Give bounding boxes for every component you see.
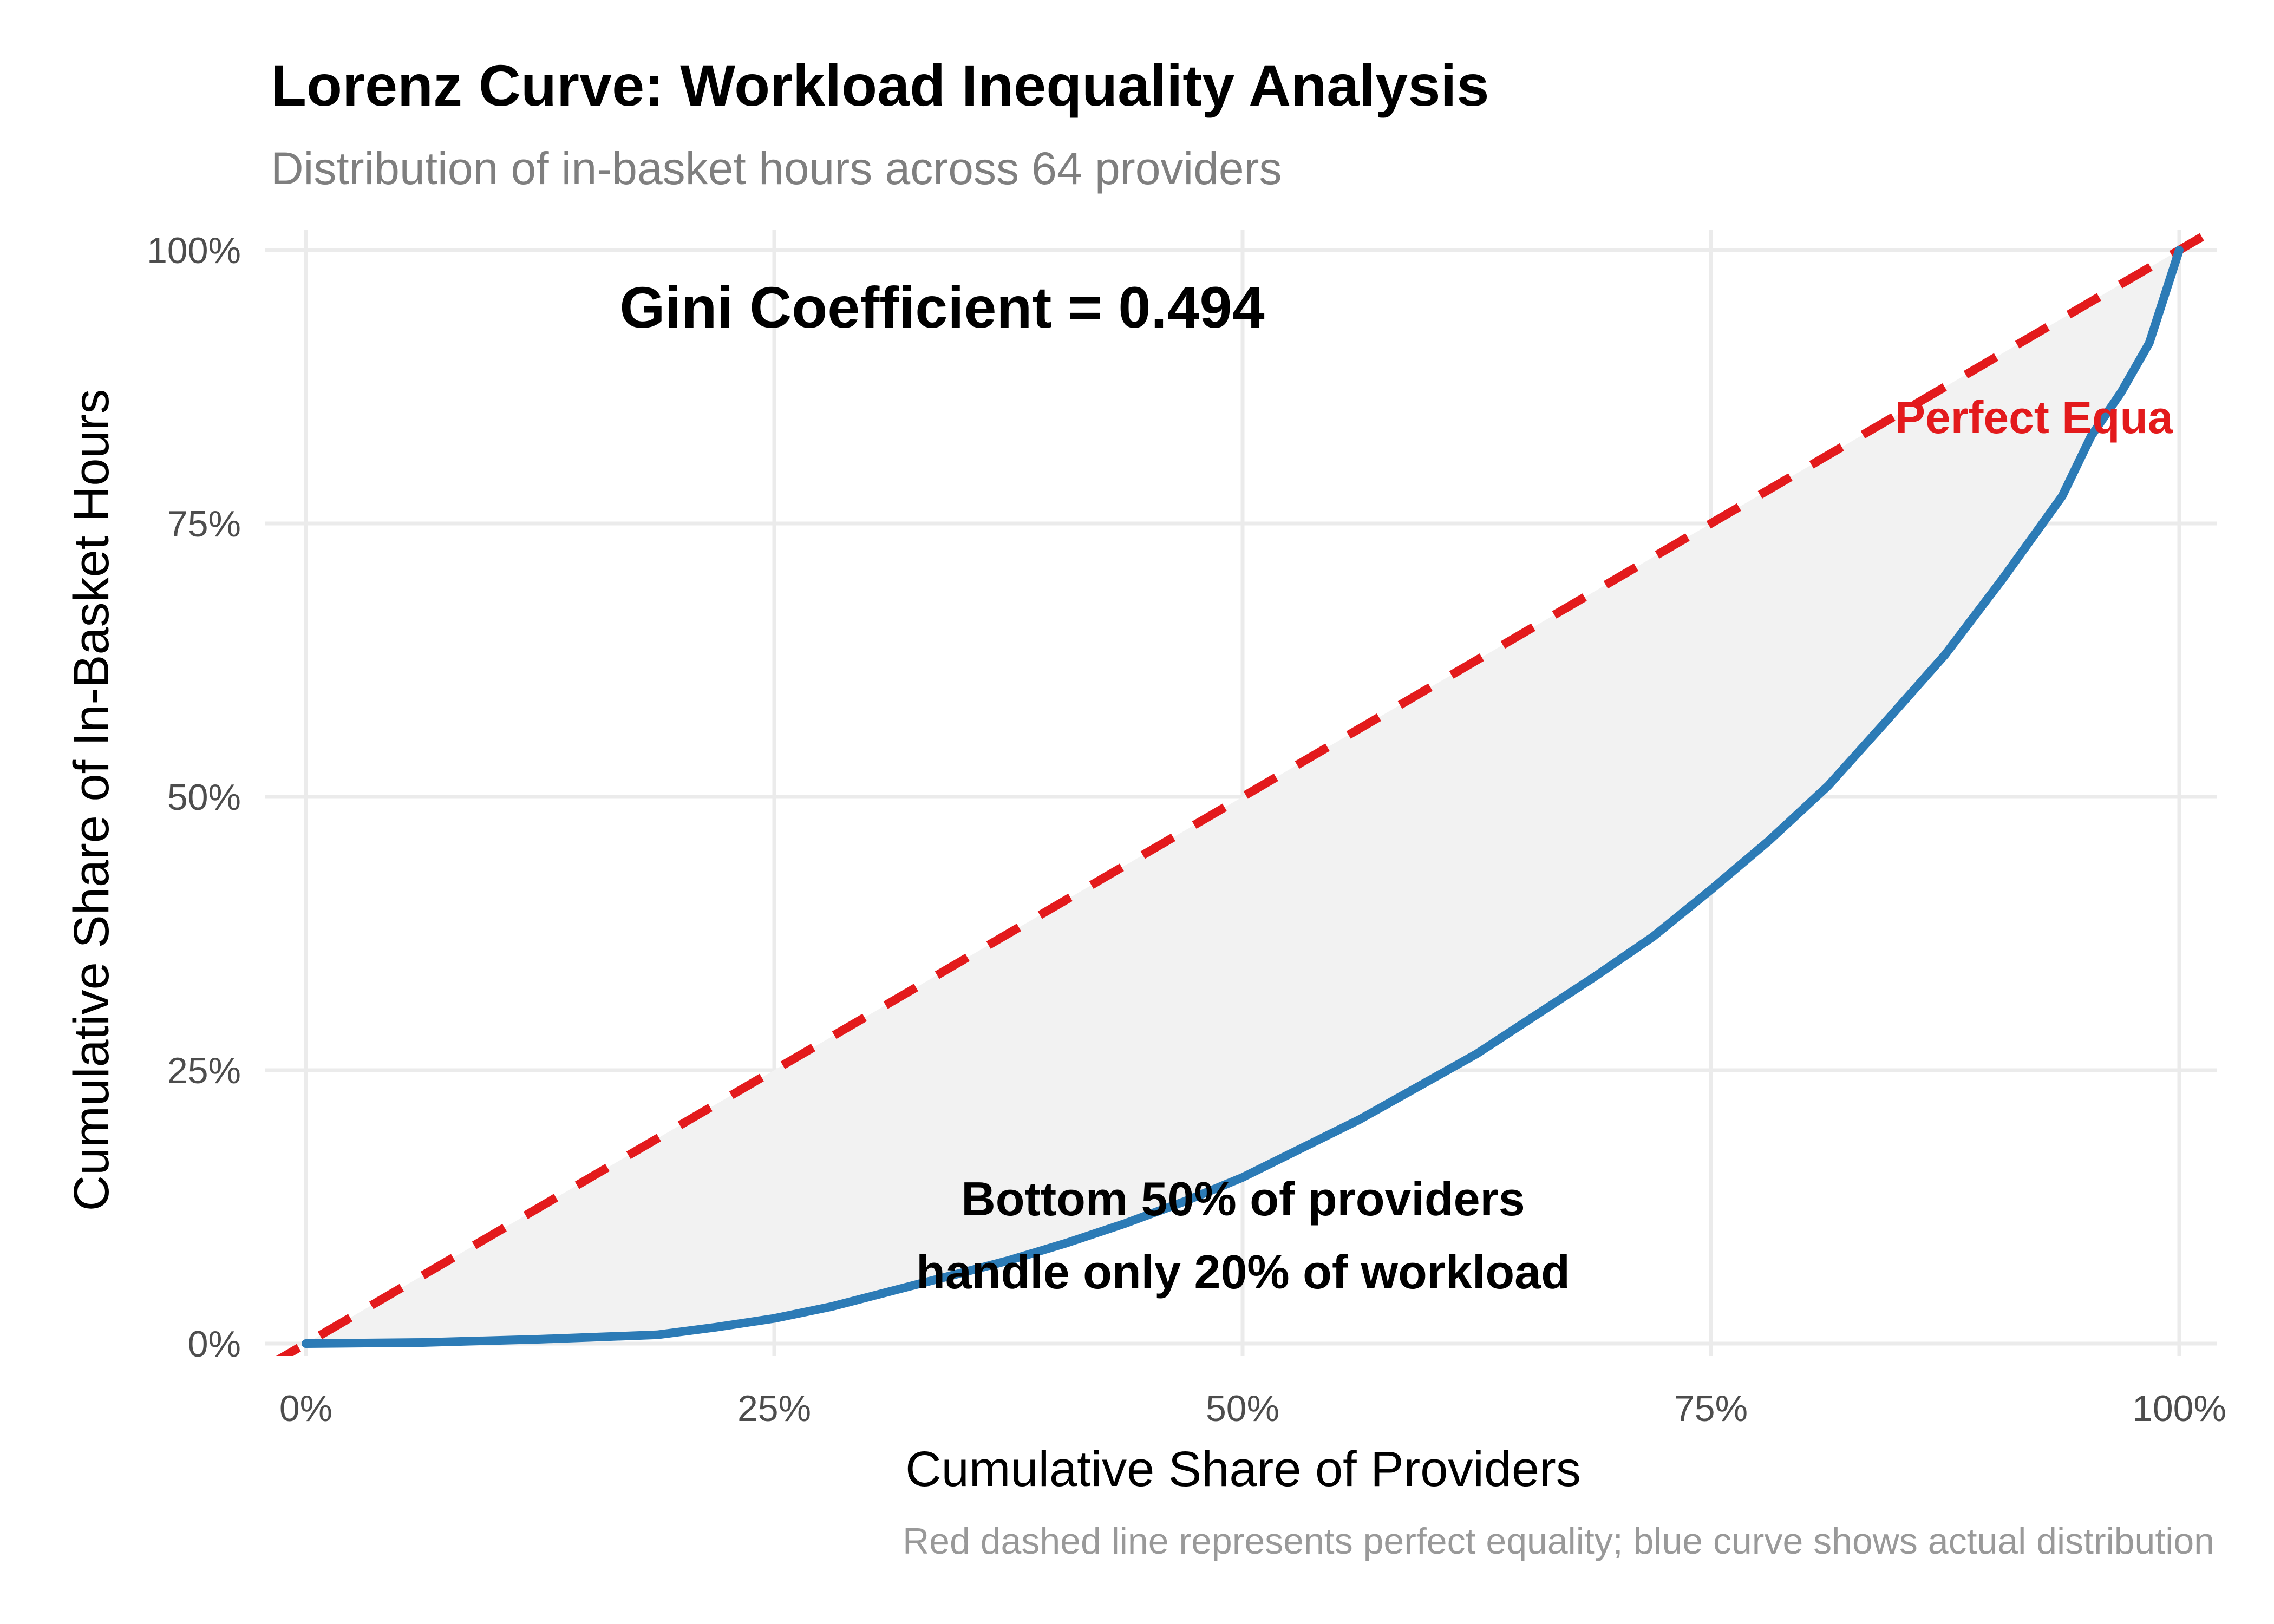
y-tick-label-1: 25% — [167, 1050, 241, 1091]
lorenz-point-15 — [1473, 1050, 1481, 1058]
x-tick-label-3: 75% — [1674, 1388, 1748, 1429]
y-tick-label-0: 0% — [188, 1324, 241, 1365]
lorenz-point-19 — [1765, 836, 1773, 845]
grid-lines — [265, 230, 2217, 1356]
lorenz-point-23 — [1999, 574, 2008, 582]
x-tick-label-1: 25% — [737, 1388, 811, 1429]
lorenz-point-21 — [1883, 716, 1891, 725]
lorenz-point-27 — [2145, 339, 2154, 348]
x-tick-label-2: 50% — [1206, 1388, 1279, 1429]
gini-annotation: Gini Coefficient = 0.494 — [619, 274, 1264, 340]
y-tick-label-2: 50% — [167, 777, 241, 818]
lorenz-curve-line — [302, 246, 2184, 1348]
x-tick-label-4: 100% — [2132, 1388, 2226, 1429]
x-axis-title: Cumulative Share of Providers — [905, 1442, 1581, 1497]
lorenz-point-24 — [2058, 492, 2067, 501]
perfect-equality-label: Perfect Equa — [1895, 392, 2174, 443]
x-tick-label-0: 0% — [279, 1388, 332, 1429]
chart-subtitle: Distribution of in-basket hours across 6… — [271, 143, 1282, 194]
chart-caption: Red dashed line represents perfect equal… — [903, 1521, 2214, 1562]
bottom-half-annotation-line2: handle only 20% of workload — [916, 1245, 1570, 1299]
chart-title: Lorenz Curve: Workload Inequality Analys… — [271, 53, 1489, 118]
lorenz-point-20 — [1824, 782, 1832, 790]
lorenz-point-22 — [1941, 650, 1950, 659]
bottom-half-annotation-line1: Bottom 50% of providers — [961, 1172, 1525, 1226]
lorenz-point-7 — [887, 1287, 896, 1295]
lorenz-point-3 — [653, 1331, 662, 1339]
lorenz-point-16 — [1590, 973, 1598, 981]
y-axis-title: Cumulative Share of In-Basket Hours — [64, 389, 119, 1212]
lorenz-point-18 — [1707, 886, 1715, 894]
y-tick-label-3: 75% — [167, 503, 241, 545]
lorenz-point-5 — [770, 1314, 779, 1323]
lorenz-point-1 — [419, 1338, 427, 1347]
lorenz-point-0 — [302, 1339, 310, 1348]
lorenz-point-6 — [828, 1302, 837, 1311]
lorenz-point-4 — [712, 1323, 721, 1332]
lorenz-point-17 — [1649, 933, 1657, 941]
x-axis-ticks: 0% 25% 50% 75% 100% — [279, 1388, 2226, 1429]
lorenz-point-2 — [536, 1335, 545, 1344]
perfect-equality-line — [276, 230, 2217, 1356]
y-axis-ticks: 0% 25% 50% 75% 100% — [147, 230, 241, 1365]
lorenz-point-28 — [2175, 246, 2184, 254]
y-tick-label-4: 100% — [147, 230, 241, 271]
lorenz-point-14 — [1355, 1115, 1364, 1124]
